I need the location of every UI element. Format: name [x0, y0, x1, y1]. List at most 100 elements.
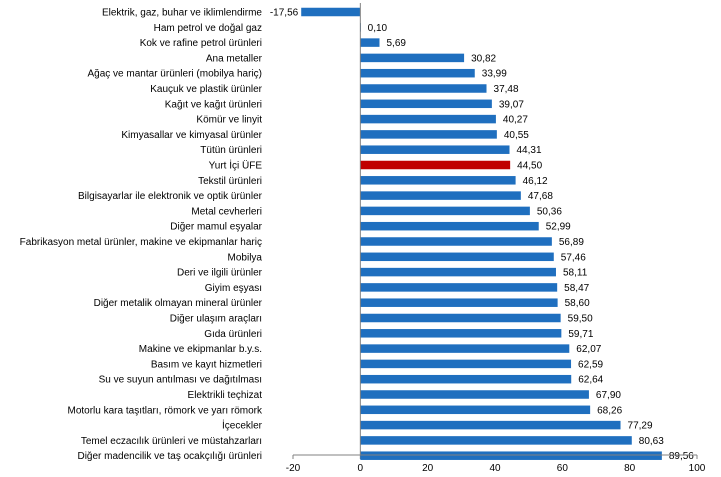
value-label: 50,36	[537, 206, 562, 217]
category-label: Ham petrol ve doğal gaz	[154, 23, 262, 34]
category-label: Temel eczacılık ürünleri ve müstahzarlar…	[81, 436, 262, 447]
bar	[360, 130, 497, 139]
bar	[301, 7, 361, 17]
bar	[360, 374, 572, 384]
bar	[360, 405, 591, 415]
category-label: Tütün ürünleri	[200, 145, 262, 156]
bar	[360, 267, 556, 277]
category-label: Kağıt ve kağıt ürünleri	[165, 99, 262, 110]
value-label: 52,99	[546, 222, 571, 233]
category-label: İçecekler	[222, 419, 263, 432]
value-label: 62,64	[578, 375, 603, 386]
bar	[360, 191, 521, 200]
bar	[360, 221, 539, 231]
bar	[360, 53, 465, 63]
bar	[360, 329, 562, 338]
bar	[360, 84, 487, 93]
x-tick-label: 80	[624, 463, 636, 474]
value-labels: -17,56 0,10 5,69 30,82 33,99 37,48 39,07 40,27 4…	[270, 8, 694, 463]
bar	[360, 436, 632, 445]
category-label: Bilgisayarlar ile elektronik ve optik ür…	[78, 191, 263, 202]
bar	[360, 206, 530, 216]
value-label: 62,59	[578, 359, 603, 370]
category-label: Metal cevherleri	[191, 206, 262, 217]
bar	[360, 99, 492, 109]
value-label: 62,07	[576, 344, 601, 355]
value-label: 47,68	[528, 191, 553, 202]
category-label: Mobilya	[228, 252, 263, 263]
bar	[360, 252, 554, 262]
bar	[360, 176, 516, 185]
value-label: 44,50	[517, 161, 542, 172]
value-label: 40,55	[504, 130, 529, 141]
bar	[360, 68, 475, 78]
value-label: 59,50	[568, 314, 593, 325]
category-label: Ağaç ve mantar ürünleri (mobilya hariç)	[87, 69, 262, 80]
value-label: 77,29	[628, 421, 653, 432]
category-label: Yurt İçi ÜFE	[209, 159, 263, 172]
x-tick-label: 40	[489, 463, 501, 474]
category-label: Diğer madencilik ve taş ocakçılığı ürünl…	[77, 451, 262, 462]
category-label: Deri ve ilgili ürünler	[177, 268, 263, 279]
category-label: Basım ve kayıt hizmetleri	[151, 359, 262, 370]
x-tick-label: 60	[557, 463, 569, 474]
category-label: Ana metaller	[206, 53, 263, 64]
bar	[360, 283, 558, 292]
bar	[360, 160, 511, 170]
bar	[360, 344, 570, 353]
x-tick-label: 0	[358, 463, 364, 474]
bar	[360, 420, 621, 430]
value-label: 89,56	[669, 451, 694, 462]
value-label: 67,90	[596, 390, 621, 401]
x-tick-label: -20	[286, 463, 301, 474]
value-label: 40,27	[503, 115, 528, 126]
category-label: Diğer metalik olmayan mineral ürünler	[94, 298, 263, 309]
value-label: 58,60	[565, 298, 590, 309]
bar	[360, 359, 572, 369]
category-label: Giyim eşyası	[205, 283, 262, 294]
category-label: Diğer ulaşım araçları	[170, 314, 262, 325]
value-label: 46,12	[523, 176, 548, 187]
value-label: 39,07	[499, 99, 524, 110]
category-label: Diğer mamul eşyalar	[170, 222, 262, 233]
category-label: Gıda ürünleri	[204, 329, 262, 340]
category-label: Kimyasallar ve kimyasal ürünler	[121, 130, 262, 141]
category-label: Kauçuk ve plastik ürünler	[150, 84, 262, 95]
category-label: Fabrikasyon metal ürünler, makine ve eki…	[20, 237, 262, 248]
x-tick-label: 100	[689, 463, 706, 474]
category-label: Kömür ve linyit	[196, 115, 262, 126]
bar	[360, 114, 496, 124]
bar	[360, 390, 589, 399]
value-label: 68,26	[597, 405, 622, 416]
value-label: -17,56	[270, 8, 299, 19]
bar	[360, 237, 552, 246]
bar	[360, 145, 510, 154]
value-label: 37,48	[494, 84, 519, 95]
value-label: 59,71	[568, 329, 593, 340]
value-label: 33,99	[482, 69, 507, 80]
x-tick-label: 20	[422, 463, 434, 474]
value-label: 57,46	[561, 252, 586, 263]
bar	[360, 38, 380, 47]
category-label: Makine ve ekipmanlar b.y.s.	[139, 344, 262, 355]
bar	[360, 313, 561, 323]
category-label: Tekstil ürünleri	[198, 176, 262, 187]
category-label: Elektrikli teçhizat	[188, 390, 263, 401]
value-label: 5,69	[386, 38, 406, 49]
bar-layer	[301, 7, 662, 460]
value-label: 80,63	[639, 436, 664, 447]
value-label: 58,11	[563, 268, 588, 279]
value-label: 30,82	[471, 53, 496, 64]
category-label: Motorlu kara taşıtları, römork ve yarı r…	[68, 405, 263, 416]
value-label: 44,31	[517, 145, 542, 156]
value-label: 58,47	[564, 283, 589, 294]
category-label: Kok ve rafine petrol ürünleri	[140, 38, 262, 49]
bar	[360, 451, 662, 460]
value-label: 56,89	[559, 237, 584, 248]
value-label: 0,10	[368, 23, 388, 34]
bar	[360, 298, 558, 307]
category-label: Elektrik, gaz, buhar ve iklimlendirme	[102, 8, 262, 19]
category-labels: Elektrik, gaz, buhar ve iklimlendirme Ham…	[20, 8, 263, 463]
category-label: Su ve suyun antılması ve dağıtılması	[99, 375, 262, 386]
